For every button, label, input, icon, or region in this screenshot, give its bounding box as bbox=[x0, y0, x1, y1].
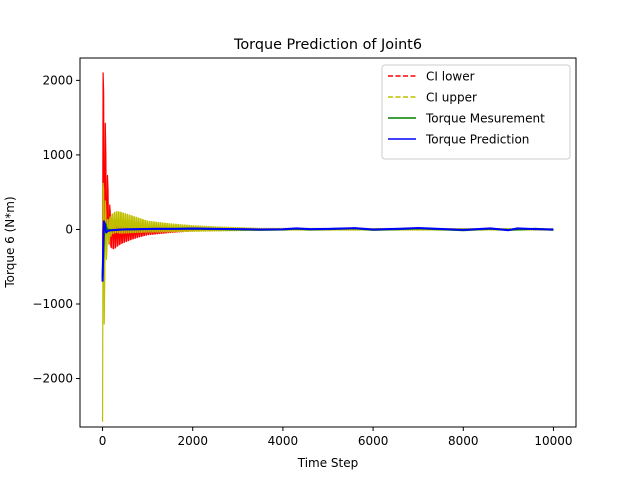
plot-area bbox=[101, 72, 554, 422]
legend-item-torque-mesurement: Torque Mesurement bbox=[388, 112, 545, 126]
y-axis-ticks: −2000 −1000 0 1000 2000 bbox=[32, 73, 80, 386]
y-tick-label: −2000 bbox=[32, 372, 73, 386]
x-tick-label: 8000 bbox=[448, 434, 479, 448]
legend-box bbox=[381, 64, 571, 160]
legend-label-ci-lower: CI lower bbox=[426, 70, 475, 84]
y-tick-label: 0 bbox=[65, 222, 73, 236]
x-axis-ticks: 0 2000 4000 6000 8000 10000 bbox=[99, 427, 573, 448]
legend-item-torque-prediction: Torque Prediction bbox=[388, 133, 529, 147]
x-tick-label: 10000 bbox=[534, 434, 572, 448]
x-tick-label: 6000 bbox=[358, 434, 389, 448]
plot-frame bbox=[79, 57, 577, 428]
legend-label-torque-prediction: Torque Prediction bbox=[425, 133, 529, 147]
legend-item-ci-lower: CI lower bbox=[388, 70, 475, 84]
y-axis-label: Torque 6 (N*m) bbox=[3, 196, 17, 288]
legend-label-ci-upper: CI upper bbox=[426, 91, 477, 105]
y-tick-label: 2000 bbox=[42, 73, 73, 87]
series-torque-prediction-line bbox=[101, 220, 554, 282]
legend: CI lower CI upper Torque Mesurement Torque … bbox=[381, 64, 571, 160]
chart-title: Torque Prediction of Joint6 bbox=[233, 37, 422, 53]
legend-label-torque-mesurement: Torque Mesurement bbox=[425, 112, 545, 126]
x-tick-label: 0 bbox=[99, 434, 107, 448]
y-tick-label: −1000 bbox=[32, 297, 73, 311]
series-layer bbox=[101, 72, 554, 422]
x-tick-label: 2000 bbox=[177, 434, 208, 448]
x-tick-label: 4000 bbox=[268, 434, 299, 448]
y-tick-label: 1000 bbox=[42, 148, 73, 162]
x-axis-label: Time Step bbox=[297, 456, 359, 470]
legend-item-ci-upper: CI upper bbox=[388, 91, 477, 105]
